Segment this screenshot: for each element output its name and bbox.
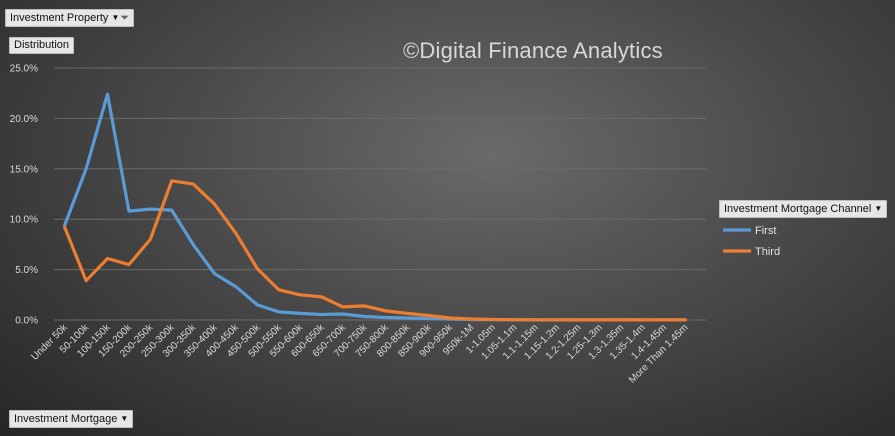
field-label: Distribution <box>14 39 70 51</box>
legend: First Third <box>723 225 780 258</box>
funnel-icon: ⏷ <box>120 12 130 24</box>
series-line-third <box>63 179 687 322</box>
y-axis-ticks: 0.0% 5.0% 10.0% 15.0% 20.0% 25.0% <box>10 64 38 327</box>
series-line-first <box>63 92 687 322</box>
legend-label: First <box>755 225 776 237</box>
dropdown-arrow-icon: ▼ <box>120 414 129 423</box>
investment-property-filter-button[interactable]: Investment Property ▼⏷ <box>5 9 135 27</box>
dropdown-arrow-icon: ▼ <box>874 204 883 213</box>
legend-field-label: Investment Mortgage Channel <box>724 203 872 215</box>
legend-label: Third <box>755 246 780 258</box>
y-tick-label: 0.0% <box>15 316 38 327</box>
gridlines <box>54 67 706 321</box>
series-lines <box>63 92 687 322</box>
x-axis-ticks: Under 50k50-100k100-150k150-200k200-250k… <box>29 322 690 386</box>
filter-label: Investment Property <box>10 12 109 24</box>
y-tick-label: 25.0% <box>10 64 38 75</box>
y-tick-label: 15.0% <box>10 164 38 175</box>
investment-mortgage-field-button[interactable]: Investment Mortgage ▼ <box>9 410 134 428</box>
dropdown-arrow-icon: ▼ <box>111 13 120 22</box>
distribution-field-button[interactable]: Distribution <box>9 37 75 54</box>
investment-mortgage-channel-field-button[interactable]: Investment Mortgage Channel ▼ <box>719 200 888 218</box>
y-tick-label: 20.0% <box>10 114 38 125</box>
axis-field-label: Investment Mortgage <box>14 413 118 425</box>
y-tick-label: 10.0% <box>10 215 38 226</box>
y-tick-label: 5.0% <box>15 265 38 276</box>
watermark: ©Digital Finance Analytics <box>403 38 663 63</box>
